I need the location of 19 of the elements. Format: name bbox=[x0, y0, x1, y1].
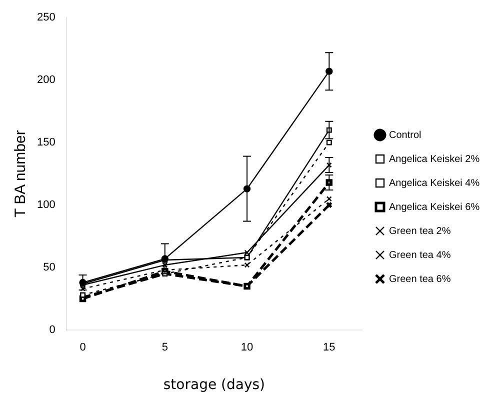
y-tick-label: 100 bbox=[36, 199, 56, 212]
x-tick-label: 10 bbox=[240, 342, 254, 354]
x-tick-label: 15 bbox=[323, 342, 336, 354]
legend-label: Green tea 2% bbox=[389, 226, 451, 237]
y-tick-label: 0 bbox=[49, 324, 56, 336]
legend-label: Angelica Keiskei 2% bbox=[389, 154, 480, 165]
legend-label: Green tea 6% bbox=[389, 274, 451, 285]
legend-label: Angelica Keiskei 4% bbox=[389, 178, 480, 189]
x-tick-label: 5 bbox=[162, 342, 168, 354]
legend-label: Control bbox=[389, 130, 422, 141]
y-tick-label: 200 bbox=[36, 74, 56, 86]
y-tick-label: 150 bbox=[36, 136, 56, 149]
legend-label: Angelica Keiskei 6% bbox=[389, 202, 480, 213]
x-axis-title: storage (days) bbox=[163, 377, 265, 394]
y-axis-title: T BA number bbox=[12, 130, 30, 218]
y-tick-label: 250 bbox=[36, 12, 56, 24]
x-tick-label: 0 bbox=[80, 342, 86, 354]
legend-label: Green tea 4% bbox=[389, 250, 451, 261]
y-tick-label: 50 bbox=[43, 262, 56, 274]
